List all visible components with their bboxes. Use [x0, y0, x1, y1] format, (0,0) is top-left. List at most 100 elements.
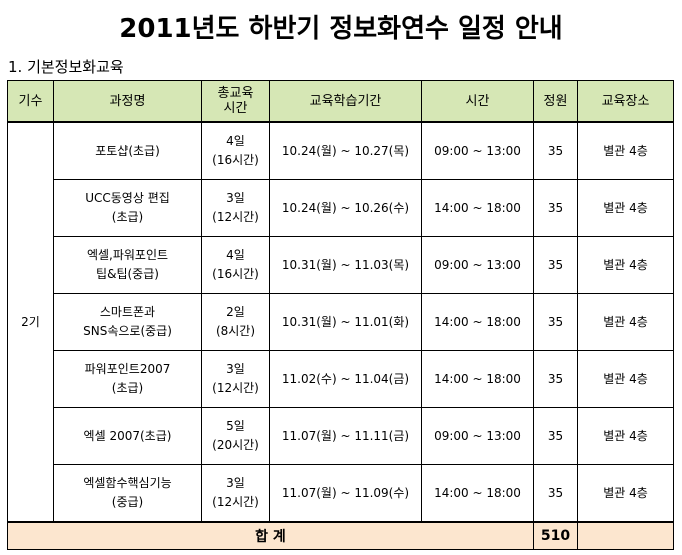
table-row: UCC동영상 편집 (초급) 3일 (12시간) 10.24(월) ~ 10.26(수)… — [8, 179, 674, 237]
hours-cell-text: (20시간) — [212, 438, 259, 452]
period-cell: 11.07(월) ~ 11.09(수) — [269, 464, 422, 523]
time-cell-text: 09:00 ~ 13:00 — [434, 143, 521, 158]
course-cell-text: 포토샵(초급) — [95, 143, 160, 158]
hours-cell: 4일 (16시간) — [201, 236, 270, 294]
course-cell-text: 엑셀 2007(초급) — [83, 428, 172, 443]
course-cell-text: (초급) — [111, 210, 144, 224]
time-cell-text: 14:00 ~ 18:00 — [434, 200, 521, 215]
time-cell: 09:00 ~ 13:00 — [421, 236, 534, 294]
time-cell: 14:00 ~ 18:00 — [421, 179, 534, 237]
capacity-cell: 35 — [533, 121, 578, 180]
schedule-table: 기수 과정명 총교육시간 교육학습기간 시간 정원 교육장소 2기 포토샵(초급)… — [7, 80, 674, 550]
hours-cell-text: 3일 — [226, 191, 245, 205]
capacity-cell-text: 35 — [547, 371, 564, 386]
period-cell: 10.31(월) ~ 11.01(화) — [269, 293, 422, 351]
course-cell: 포토샵(초급) — [53, 121, 202, 180]
time-cell-text: 14:00 ~ 18:00 — [434, 314, 521, 329]
hours-cell-text: 3일 — [226, 362, 245, 376]
place-cell: 별관 4층 — [577, 179, 674, 237]
place-cell-text: 별관 4층 — [603, 200, 648, 215]
total-capacity: 510 — [533, 521, 578, 550]
place-cell-text: 별관 4층 — [603, 485, 648, 500]
term-cell: 2기 — [7, 121, 54, 523]
place-cell-text: 별관 4층 — [603, 371, 648, 386]
capacity-cell: 35 — [533, 293, 578, 351]
capacity-cell: 35 — [533, 179, 578, 237]
capacity-cell-text: 35 — [547, 143, 564, 158]
table-row: 엑셀함수핵심기능 (중급) 3일 (12시간) 11.07(월) ~ 11.09(수) 1… — [8, 464, 674, 523]
total-label: 합 계 — [7, 521, 534, 550]
place-cell-text: 별관 4층 — [603, 314, 648, 329]
time-cell-text: 14:00 ~ 18:00 — [434, 485, 521, 500]
hours-cell-text: (12시간) — [212, 210, 259, 224]
place-cell-text: 별관 4층 — [603, 428, 648, 443]
course-cell: 엑셀 2007(초급) — [53, 407, 202, 465]
course-cell: 스마트폰과 SNS속으로(중급) — [53, 293, 202, 351]
place-cell: 별관 4층 — [577, 407, 674, 465]
period-cell: 10.31(월) ~ 11.03(목) — [269, 236, 422, 294]
period-cell-text: 10.24(월) ~ 10.26(수) — [281, 200, 410, 215]
time-cell: 14:00 ~ 18:00 — [421, 350, 534, 408]
time-cell: 14:00 ~ 18:00 — [421, 464, 534, 523]
hours-cell: 3일 (12시간) — [201, 350, 270, 408]
course-cell-text: (초급) — [111, 381, 144, 395]
place-cell: 별관 4층 — [577, 236, 674, 294]
table-row: 파워포인트2007 (초급) 3일 (12시간) 11.02(수) ~ 11.04(금)… — [8, 350, 674, 408]
course-cell: 파워포인트2007 (초급) — [53, 350, 202, 408]
hours-cell-text: 4일 — [226, 248, 245, 262]
hours-cell: 3일 (12시간) — [201, 179, 270, 237]
header-place: 교육장소 — [577, 80, 674, 123]
hours-cell-text: 2일 — [226, 305, 245, 319]
place-cell: 별관 4층 — [577, 350, 674, 408]
hours-cell-text: 3일 — [226, 476, 245, 490]
hours-cell: 4일 (16시간) — [201, 121, 270, 180]
course-cell-text: SNS속으로(중급) — [83, 324, 172, 338]
course-cell-text: (중급) — [111, 495, 144, 509]
course-cell: 엑셀함수핵심기능 (중급) — [53, 464, 202, 523]
hours-cell-text: (12시간) — [212, 495, 259, 509]
header-capacity: 정원 — [533, 80, 578, 123]
hours-cell: 5일 (20시간) — [201, 407, 270, 465]
place-cell: 별관 4층 — [577, 464, 674, 523]
period-cell-text: 10.31(월) ~ 11.03(목) — [281, 257, 410, 272]
period-cell: 11.02(수) ~ 11.04(금) — [269, 350, 422, 408]
header-time: 시간 — [421, 80, 534, 123]
capacity-cell-text: 35 — [547, 200, 564, 215]
capacity-cell: 35 — [533, 464, 578, 523]
course-cell: UCC동영상 편집 (초급) — [53, 179, 202, 237]
period-cell-text: 10.24(월) ~ 10.27(목) — [281, 143, 410, 158]
time-cell: 09:00 ~ 13:00 — [421, 407, 534, 465]
hours-cell-text: (16시간) — [212, 153, 259, 167]
table-row: 2기 포토샵(초급) 4일 (16시간) 10.24(월) ~ 10.27(목) 09:0… — [7, 121, 674, 523]
course-cell-text: UCC동영상 편집 — [85, 191, 170, 205]
capacity-cell: 35 — [533, 236, 578, 294]
period-cell-text: 11.07(월) ~ 11.09(수) — [281, 485, 410, 500]
period-cell: 10.24(월) ~ 10.26(수) — [269, 179, 422, 237]
capacity-cell: 35 — [533, 350, 578, 408]
course-cell-text: 엑셀함수핵심기능 — [83, 476, 172, 490]
period-cell-text: 11.07(월) ~ 11.11(금) — [281, 428, 410, 443]
place-cell-text: 별관 4층 — [603, 143, 648, 158]
time-cell-text: 09:00 ~ 13:00 — [434, 257, 521, 272]
capacity-cell-text: 35 — [547, 428, 564, 443]
course-cell-text: 엑셀,파워포인트 — [86, 248, 169, 262]
capacity-cell-text: 35 — [547, 485, 564, 500]
period-cell: 10.24(월) ~ 10.27(목) — [269, 121, 422, 180]
hours-cell: 3일 (12시간) — [201, 464, 270, 523]
header-hours-label: 총교육시간 — [217, 86, 254, 116]
course-cell-text: 팁&팁(중급) — [96, 267, 159, 281]
capacity-cell-text: 35 — [547, 314, 564, 329]
header-period: 교육학습기간 — [269, 80, 422, 123]
period-cell-text: 11.02(수) ~ 11.04(금) — [281, 371, 410, 386]
total-blank — [577, 521, 674, 550]
capacity-cell: 35 — [533, 407, 578, 465]
period-cell: 11.07(월) ~ 11.11(금) — [269, 407, 422, 465]
time-cell: 09:00 ~ 13:00 — [421, 121, 534, 180]
section-heading: 1. 기본정보화교육 — [8, 58, 124, 76]
place-cell: 별관 4층 — [577, 293, 674, 351]
table-body: 2기 포토샵(초급) 4일 (16시간) 10.24(월) ~ 10.27(목) 09:0… — [7, 121, 674, 523]
course-cell-text: 스마트폰과 — [99, 305, 156, 319]
hours-cell-text: (16시간) — [212, 267, 259, 281]
